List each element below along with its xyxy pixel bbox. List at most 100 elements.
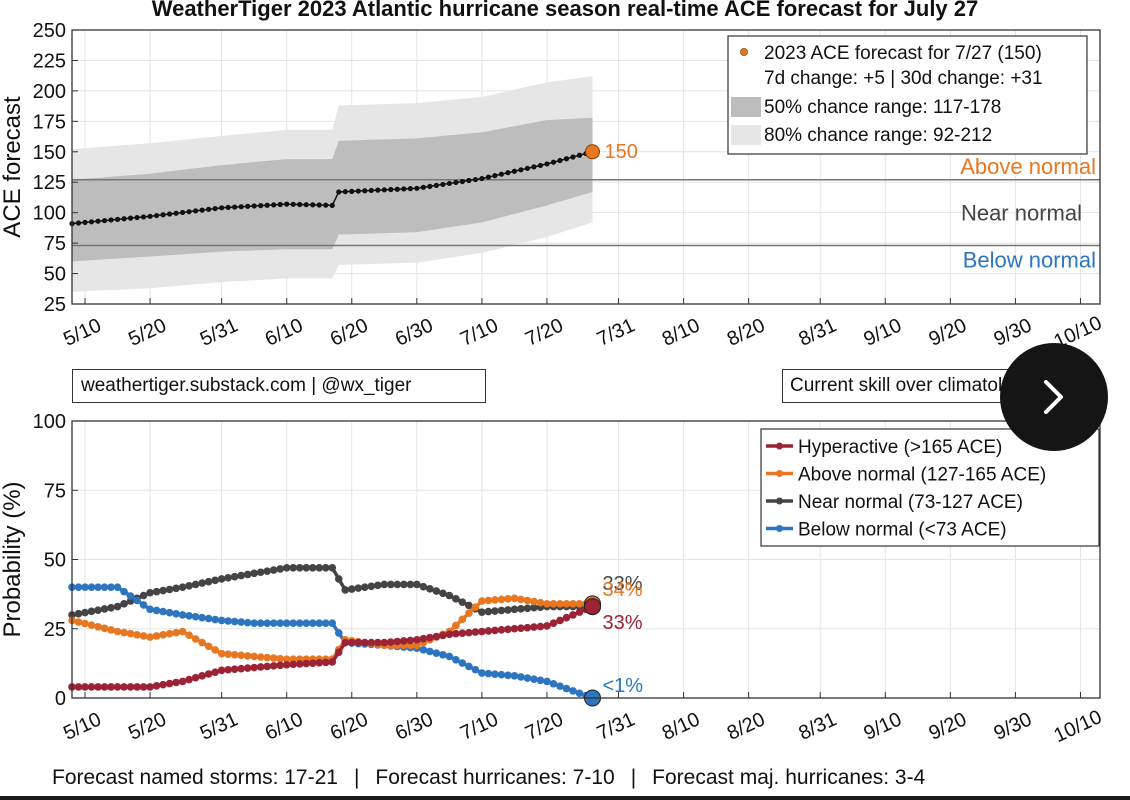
- footer-separator: |: [353, 766, 360, 789]
- prob-point: [543, 622, 551, 630]
- y-tick-label: 25: [44, 619, 66, 641]
- prob-point: [347, 585, 356, 593]
- x-tick-label: 8/10: [659, 314, 704, 350]
- prob-point: [256, 619, 265, 628]
- prob-point: [133, 683, 141, 691]
- prob-point: [517, 673, 525, 681]
- prob-point: [113, 583, 122, 591]
- x-tick-label: 9/30: [991, 708, 1036, 744]
- prob-point: [100, 683, 109, 691]
- prob-point: [237, 664, 245, 673]
- prob-point: [87, 607, 96, 616]
- prob-point: [556, 616, 564, 625]
- forecast-point: [75, 220, 82, 226]
- legend-bottom-entry: Hyperactive (>165 ACE): [798, 437, 1002, 458]
- prob-point: [152, 632, 161, 640]
- forecast-point: [459, 178, 465, 185]
- prob-point: [471, 665, 480, 674]
- prob-point: [178, 677, 187, 686]
- next-button[interactable]: [1000, 343, 1108, 451]
- prob-point: [139, 632, 148, 640]
- prob-point: [211, 646, 219, 654]
- forecast-point: [342, 189, 348, 195]
- prob-point: [360, 638, 369, 647]
- forecast-point: [427, 183, 433, 189]
- prob-point: [517, 624, 525, 632]
- prob-point: [484, 607, 493, 616]
- prob-point: [347, 638, 356, 647]
- forecast-point: [407, 186, 413, 192]
- y-axis-label: ACE forecast: [0, 96, 26, 238]
- forecast-point: [362, 188, 368, 194]
- prob-point: [321, 658, 330, 667]
- prob-point: [426, 585, 434, 593]
- forecast-point: [498, 171, 505, 177]
- prob-point: [198, 672, 206, 680]
- prob-point: [458, 615, 467, 624]
- prob-point: [152, 682, 161, 690]
- prob-point: [308, 564, 317, 572]
- prob-point: [211, 576, 219, 585]
- prob-point: [432, 632, 441, 641]
- forecast-point: [238, 204, 244, 210]
- legend-band50-swatch: [731, 97, 761, 117]
- prob-point: [315, 658, 324, 667]
- prob-point: [263, 662, 271, 671]
- x-tick-label: 6/30: [392, 314, 437, 350]
- prob-point: [230, 665, 239, 673]
- forecast-point: [219, 205, 225, 211]
- prob-point: [165, 585, 174, 594]
- forecast-point: [485, 174, 492, 180]
- legend-marker-swatch: [776, 497, 783, 505]
- legend-top-entry: 80% chance range: 92-212: [764, 125, 992, 146]
- prob-point: [413, 636, 421, 644]
- x-tick-label: 6/20: [327, 708, 372, 744]
- y-tick-label: 50: [44, 550, 66, 572]
- prob-point: [373, 638, 382, 647]
- prob-point: [204, 614, 213, 623]
- prob-point: [172, 628, 180, 637]
- prob-point: [354, 584, 363, 592]
- x-tick-label: 9/10: [860, 708, 905, 744]
- prob-point: [204, 577, 213, 586]
- prob-point: [204, 670, 213, 678]
- prob-end-label: 34%: [603, 579, 643, 601]
- prob-point: [243, 618, 252, 627]
- prob-point: [263, 653, 271, 662]
- prob-point: [81, 683, 89, 691]
- prob-point: [471, 628, 480, 636]
- x-tick-label: 5/31: [197, 708, 242, 744]
- source-label: weathertiger.substack.com | @wx_tiger: [72, 369, 486, 403]
- forecast-point: [557, 157, 563, 164]
- prob-point: [536, 598, 545, 607]
- prob-point: [94, 583, 102, 591]
- forecast-point: [101, 217, 108, 224]
- prob-point: [81, 619, 89, 628]
- forecast-point: [147, 213, 153, 219]
- prob-point: [139, 591, 148, 600]
- prob-point: [445, 591, 454, 600]
- prob-point: [230, 650, 239, 659]
- prob-point: [556, 600, 564, 608]
- prob-point: [426, 647, 434, 656]
- forecast-point: [95, 218, 101, 224]
- prob-point: [81, 583, 89, 591]
- forecast-point: [531, 164, 537, 170]
- forecast-point: [472, 176, 478, 183]
- prob-point: [224, 650, 232, 659]
- prob-point: [172, 678, 180, 687]
- prob-point: [562, 600, 571, 608]
- forecast-endpoint: [585, 144, 601, 160]
- prob-point: [556, 682, 564, 690]
- prob-point: [315, 564, 324, 572]
- prob-end-label: 33%: [603, 573, 643, 595]
- prob-point: [243, 570, 252, 579]
- forecast-point: [466, 177, 472, 184]
- footer-summary: Forecast named storms: 17-21 | Forecast hu…: [52, 766, 925, 790]
- prob-point: [107, 603, 115, 612]
- forecast-point: [433, 182, 439, 188]
- prob-point: [87, 683, 96, 691]
- prob-point: [289, 619, 298, 628]
- forecast-point: [453, 179, 459, 186]
